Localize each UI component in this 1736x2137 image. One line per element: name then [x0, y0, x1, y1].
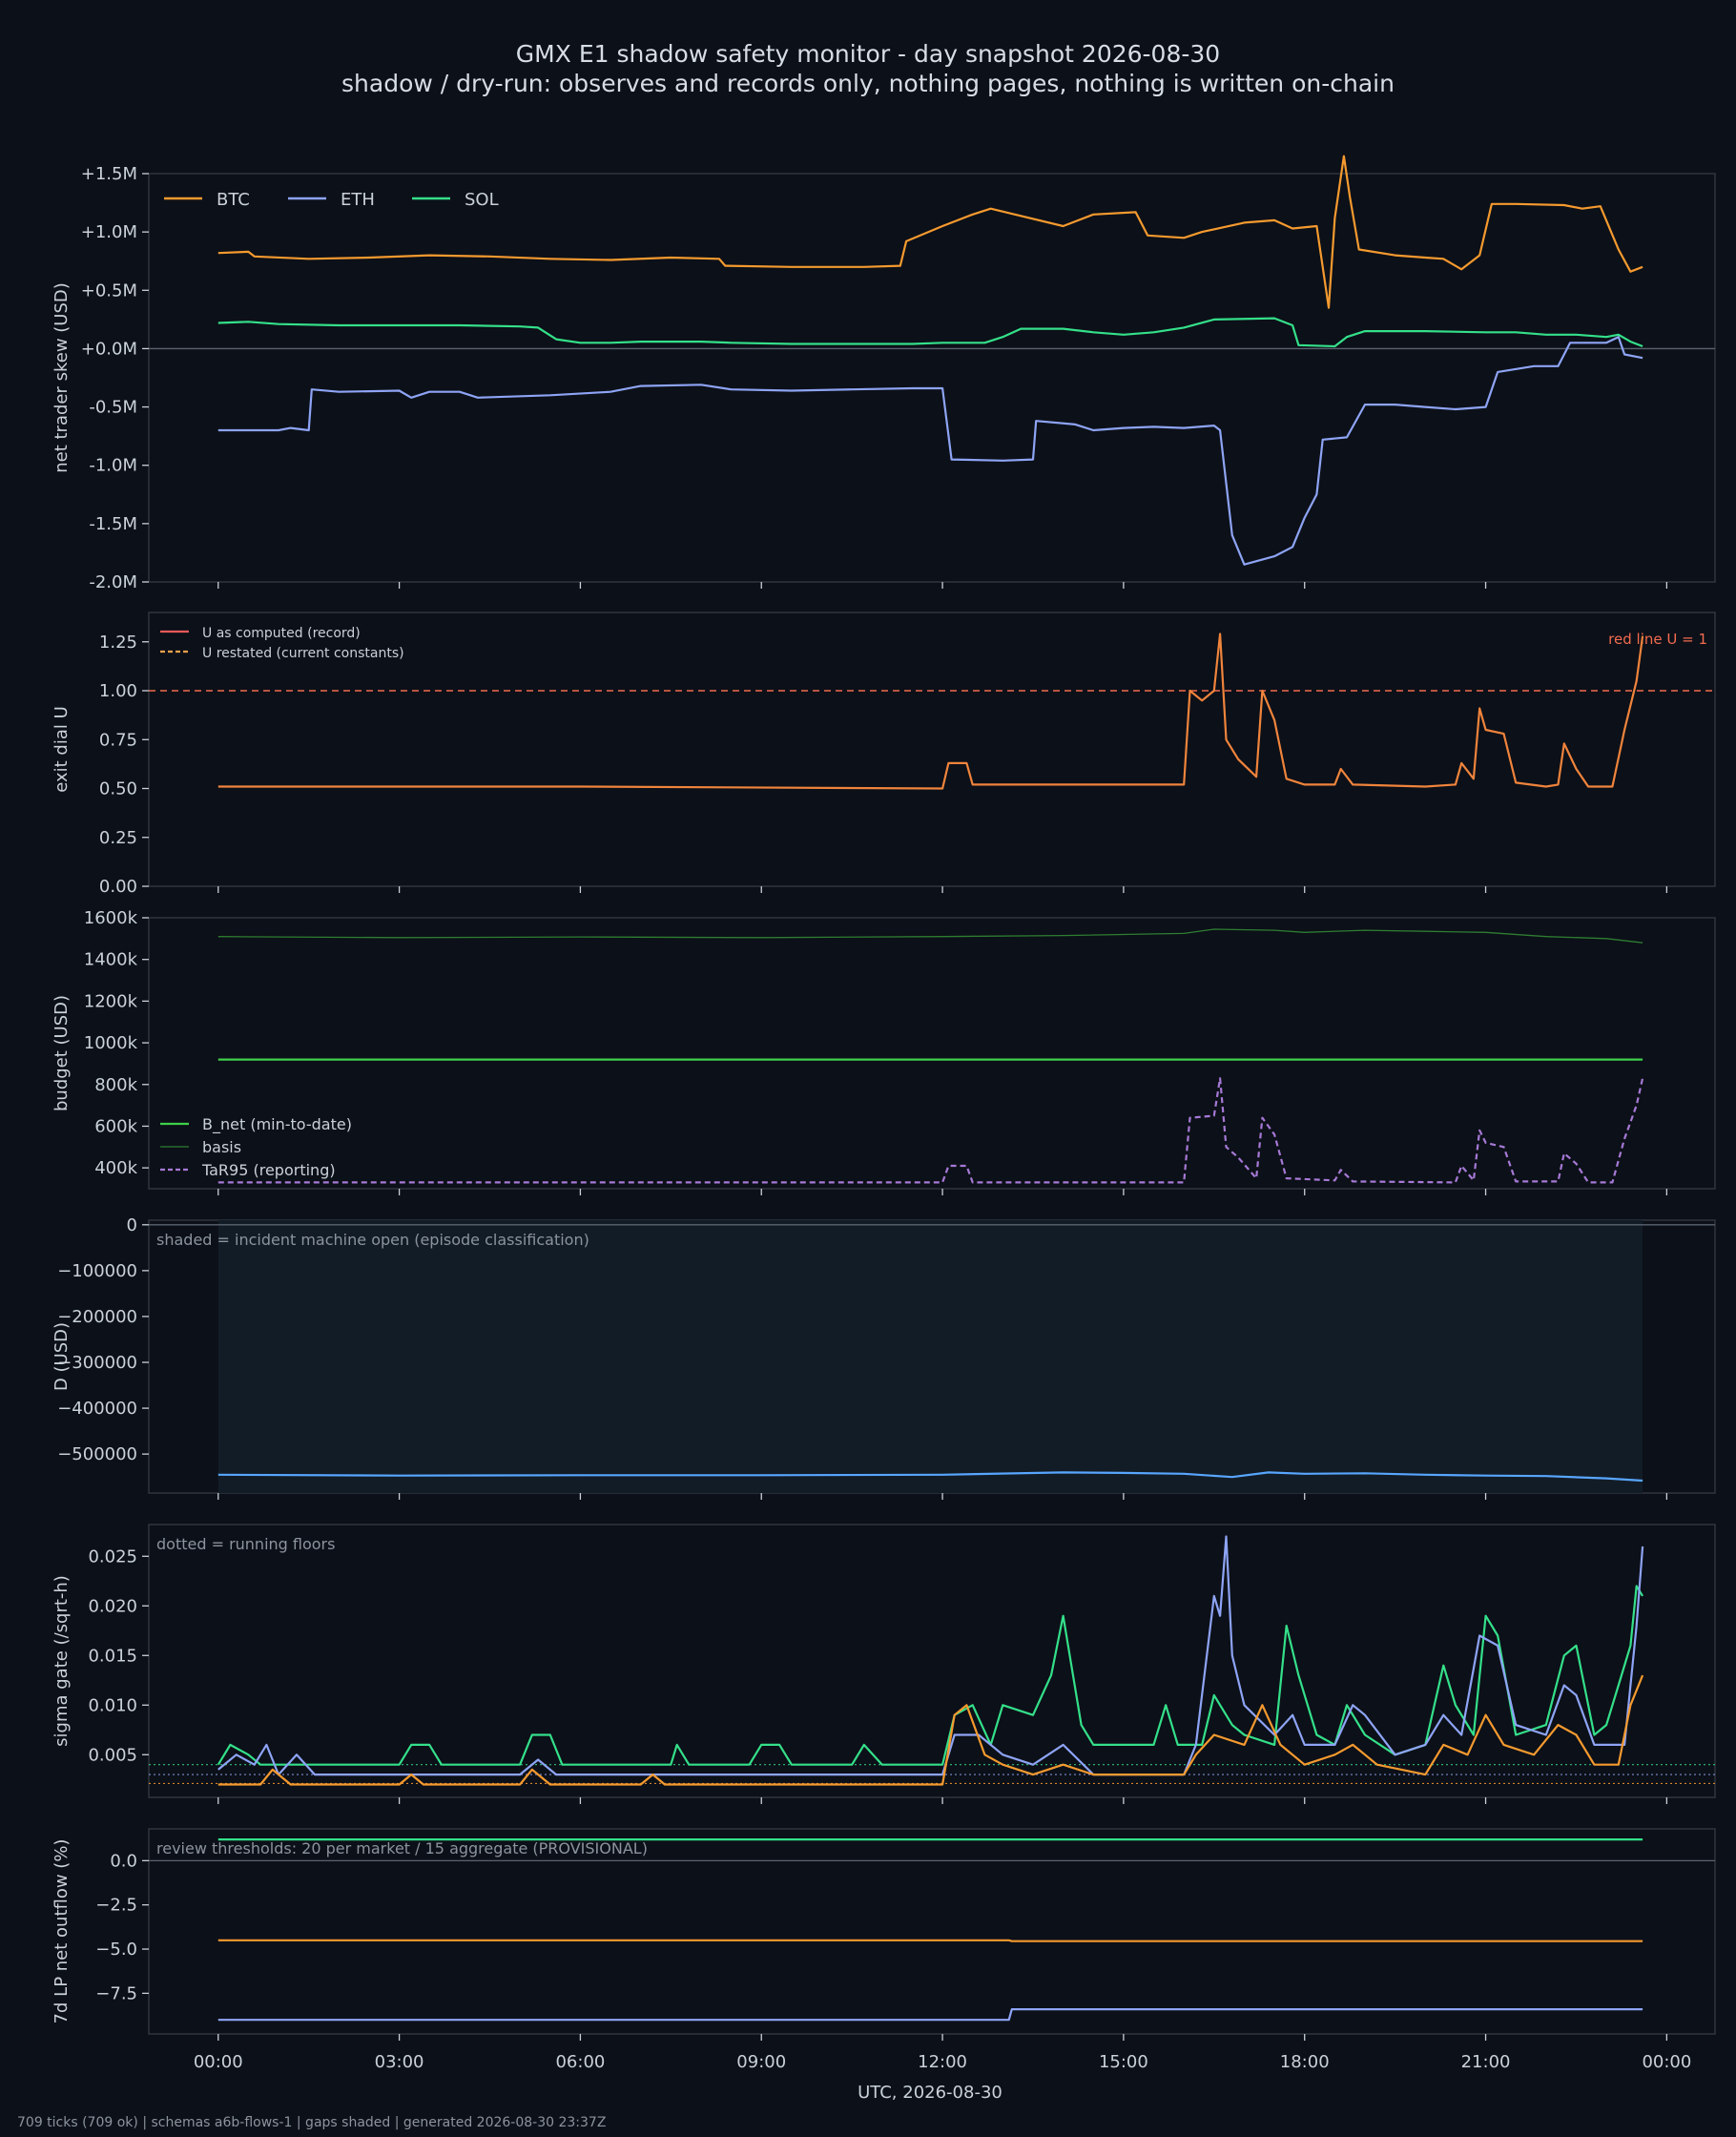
y-tick-label: 0.015 [88, 1646, 137, 1666]
panel-sigma-gate: 0.005 0.010 0.015 0.020 0.025 sigma gate (/sq… [52, 1524, 1716, 1804]
y-tick-label: −5.0 [95, 1940, 137, 1960]
panel-frame [148, 612, 1716, 887]
panel-skew: +1.5M +1.0M +0.5M +0.0M -0.5M -1.0M -1.5M -2.0M… [52, 155, 1716, 592]
panel-exit-dial: 0.00 0.25 0.50 0.75 1.00 1.25 exit dial U red l… [52, 612, 1716, 897]
y-axis-label: net trader skew (USD) [52, 282, 72, 473]
y-tick-label: -0.5M [89, 398, 137, 418]
y-axis-label: D (USD) [52, 1322, 72, 1391]
panel-frame [148, 1524, 1716, 1798]
series-eth-line [217, 1535, 1644, 1776]
x-tick-label: 09:00 [736, 2052, 786, 2072]
y-tick-label: 1.25 [99, 633, 137, 653]
y-tick-label: +1.5M [81, 164, 137, 184]
legend-label: BTC [217, 190, 250, 210]
series-d-line [217, 1471, 1643, 1483]
y-axis-label: sigma gate (/sqrt-h) [52, 1575, 72, 1747]
panel-lp-outflow: 0.0 −2.5 −5.0 −7.5 7d LP net outflow (%) revi… [52, 1828, 1716, 2041]
panel-frame [148, 917, 1716, 1190]
legend-label: U restated (current constants) [202, 646, 404, 661]
x-tick-label: 12:00 [918, 2052, 967, 2072]
y-tick-label: 0.005 [88, 1745, 137, 1765]
series-eth-line [217, 2008, 1643, 2022]
series-sol-line [217, 317, 1643, 348]
panel-frame [148, 1828, 1716, 2035]
x-tick-label: 03:00 [375, 2052, 424, 2072]
y-tick-label: 1.00 [99, 681, 137, 701]
footer-status: 709 ticks (709 ok) | schemas a6b-flows-1… [17, 2115, 607, 2130]
x-tick-label: 06:00 [555, 2052, 605, 2072]
y-tick-label: -1.0M [89, 456, 137, 476]
panel-annotation: review thresholds: 20 per market / 15 ag… [156, 1839, 648, 1857]
y-tick-label: 0.25 [99, 828, 137, 848]
panel-frame [148, 173, 1716, 583]
y-tick-label: 0.010 [88, 1695, 137, 1715]
panel-annotation: shaded = incident machine open (episode … [156, 1231, 589, 1249]
legend-label: ETH [341, 190, 375, 210]
red-line-label: red line U = 1 [1608, 631, 1707, 648]
y-tick-label: 800k [94, 1075, 137, 1095]
series-basis-line [217, 928, 1643, 944]
y-tick-label: −500000 [57, 1444, 137, 1464]
y-tick-label: −100000 [57, 1261, 137, 1281]
y-tick-label: 1600k [84, 908, 138, 928]
legend-label: basis [202, 1138, 241, 1156]
y-tick-label: 0.025 [88, 1546, 137, 1566]
y-tick-label: −300000 [57, 1353, 137, 1373]
y-tick-label: -1.5M [89, 514, 137, 534]
legend-label: TaR95 (reporting) [201, 1161, 336, 1179]
legend-label: U as computed (record) [202, 626, 361, 641]
y-tick-label: 400k [94, 1158, 137, 1178]
legend-label: SOL [465, 190, 499, 210]
series-sol-line [217, 1585, 1644, 1766]
y-tick-label: 1400k [84, 950, 138, 970]
series-btc-line [217, 155, 1643, 309]
panel-budget: 400k 600k 800k 1000k 1200k 1400k 1600k budget (… [52, 908, 1716, 1195]
y-tick-label: +0.0M [81, 339, 137, 359]
y-tick-label: 0.50 [99, 779, 137, 799]
y-tick-label: 0.020 [88, 1596, 137, 1616]
x-tick-label: 18:00 [1280, 2052, 1330, 2072]
chart-title: GMX E1 shadow safety monitor - day snaps… [515, 40, 1221, 68]
y-tick-label: 0.00 [99, 877, 137, 897]
x-tick-label: 15:00 [1099, 2052, 1148, 2072]
y-tick-label: −2.5 [95, 1896, 137, 1916]
y-tick-label: 600k [94, 1116, 137, 1136]
y-tick-label: 0 [127, 1215, 137, 1235]
y-axis-label: exit dial U [52, 706, 72, 793]
y-tick-label: +0.5M [81, 280, 137, 301]
panel-d-usd: 0 −100000 −200000 −300000 −400000 −500000 D (U… [52, 1215, 1716, 1500]
incident-shade [217, 1220, 1643, 1493]
series-btc-line [217, 1674, 1644, 1786]
series-btc-line [217, 1939, 1643, 1942]
y-tick-label: 0.0 [110, 1851, 137, 1871]
y-tick-label: −400000 [57, 1399, 137, 1419]
x-axis-label: UTC, 2026-08-30 [858, 2083, 1002, 2103]
legend-label: B_net (min-to-date) [202, 1115, 352, 1134]
y-axis-label: budget (USD) [52, 995, 72, 1111]
x-tick-label: 00:00 [1642, 2052, 1691, 2072]
x-tick-label: 21:00 [1461, 2052, 1511, 2072]
series-eth-line [217, 336, 1643, 566]
series-u-line [217, 633, 1644, 790]
y-tick-label: -2.0M [89, 572, 137, 592]
series-tar95-line [217, 1077, 1644, 1184]
chart-subtitle: shadow / dry-run: observes and records o… [341, 70, 1395, 97]
panel-annotation: dotted = running floors [156, 1535, 335, 1553]
y-tick-label: +1.0M [81, 222, 137, 242]
y-tick-label: 0.75 [99, 730, 137, 750]
y-tick-label: −200000 [57, 1307, 137, 1327]
y-tick-label: 1000k [84, 1033, 138, 1053]
y-axis-label: 7d LP net outflow (%) [52, 1839, 72, 2024]
y-tick-label: 1200k [84, 991, 138, 1011]
x-tick-label: 00:00 [194, 2052, 243, 2072]
y-tick-label: −7.5 [95, 1983, 137, 2003]
